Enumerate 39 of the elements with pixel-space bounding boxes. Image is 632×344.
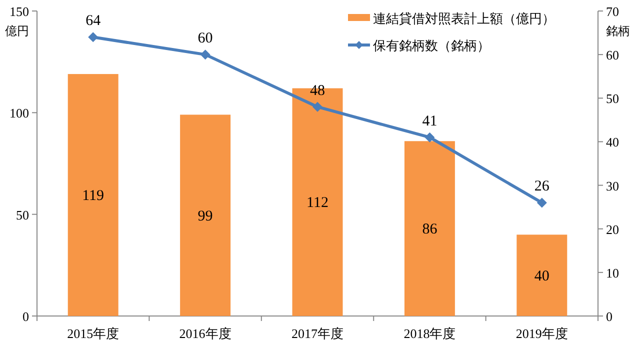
data-label: 64 [86, 13, 102, 30]
x-tick-label: 2017年度 [292, 326, 344, 341]
bar [180, 114, 231, 316]
bar [68, 74, 118, 316]
point [424, 132, 435, 142]
y2-tick-label: 70 [606, 4, 619, 19]
x-tick-label: 2018年度 [404, 326, 456, 341]
y-tick-label: 50 [16, 207, 29, 222]
y2-tick-label: 30 [606, 178, 619, 194]
data-label: 119 [82, 188, 104, 204]
data-label: 26 [534, 178, 550, 195]
point [536, 198, 547, 208]
data-label: 112 [306, 195, 328, 212]
data-label: 41 [422, 113, 438, 130]
point [312, 102, 322, 112]
y2-tick-label: 20 [606, 222, 619, 237]
bar [516, 234, 568, 316]
data-label: 86 [422, 222, 438, 238]
y-tick-label: 0 [22, 309, 29, 324]
legend-label: 保有銘柄数（銘柄） [373, 38, 490, 53]
data-label: 60 [198, 30, 213, 47]
y2-tick-label: 10 [606, 265, 619, 280]
y-axis-title: 億円 [5, 24, 29, 38]
data-label: 40 [534, 268, 550, 284]
y2-tick-label: 60 [606, 48, 619, 63]
y-tick-label: 100 [10, 106, 29, 121]
data-label: 99 [198, 208, 213, 224]
y2-tick-label: 0 [606, 309, 612, 324]
y2-axis-title: 銘柄 [606, 24, 630, 38]
y-tick-label: 150 [10, 4, 29, 19]
point [88, 32, 98, 42]
bar [404, 141, 455, 316]
x-tick-label: 2015年度 [67, 326, 120, 341]
y2-tick-label: 50 [606, 91, 619, 106]
x-tick-label: 2016年度 [179, 326, 232, 341]
y2-tick-label: 40 [606, 134, 619, 150]
x-tick-label: 2019年度 [516, 326, 568, 341]
point [200, 50, 210, 60]
legend-label: 連結貸借対照表計上額（億円） [373, 11, 555, 26]
